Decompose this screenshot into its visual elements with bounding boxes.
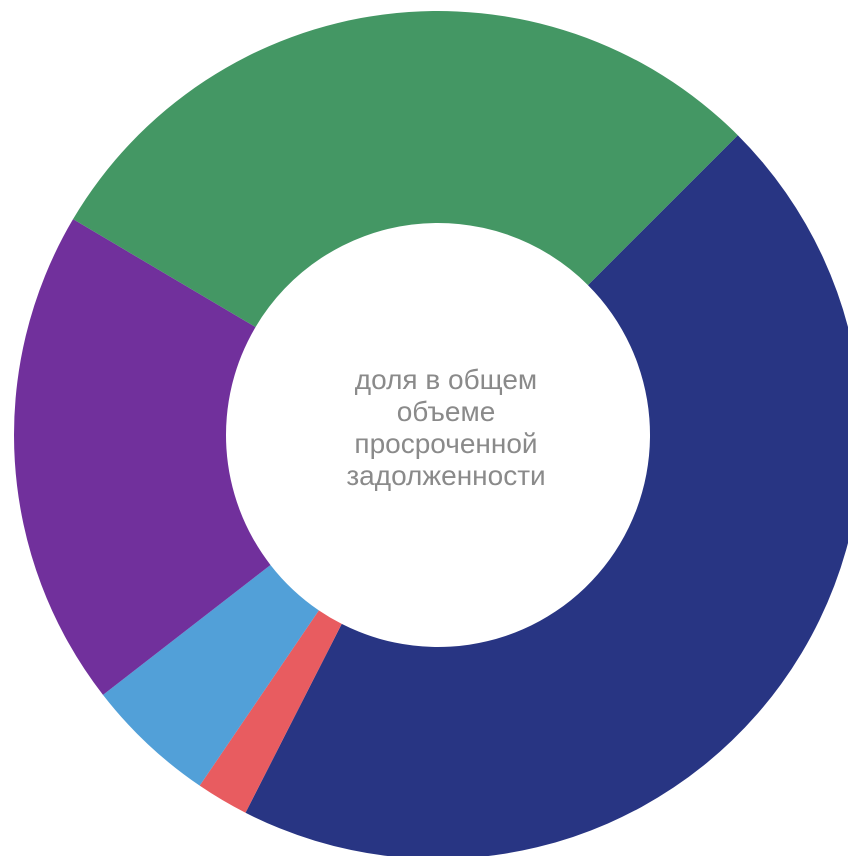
- donut-slice-2: [199, 610, 342, 813]
- center-label-line-1: доля в общем: [354, 364, 538, 395]
- donut-slice-5: [73, 11, 738, 328]
- center-label-line-4: задолженности: [346, 460, 546, 491]
- center-label-line-3: просроченной: [354, 428, 538, 459]
- donut-slice-1: [245, 135, 848, 856]
- donut-slice-4: [14, 219, 271, 695]
- donut-center-label: доля в общем объеме просроченной задолже…: [321, 364, 571, 492]
- donut-slice-3: [102, 564, 319, 786]
- center-label-line-2: объеме: [396, 396, 496, 427]
